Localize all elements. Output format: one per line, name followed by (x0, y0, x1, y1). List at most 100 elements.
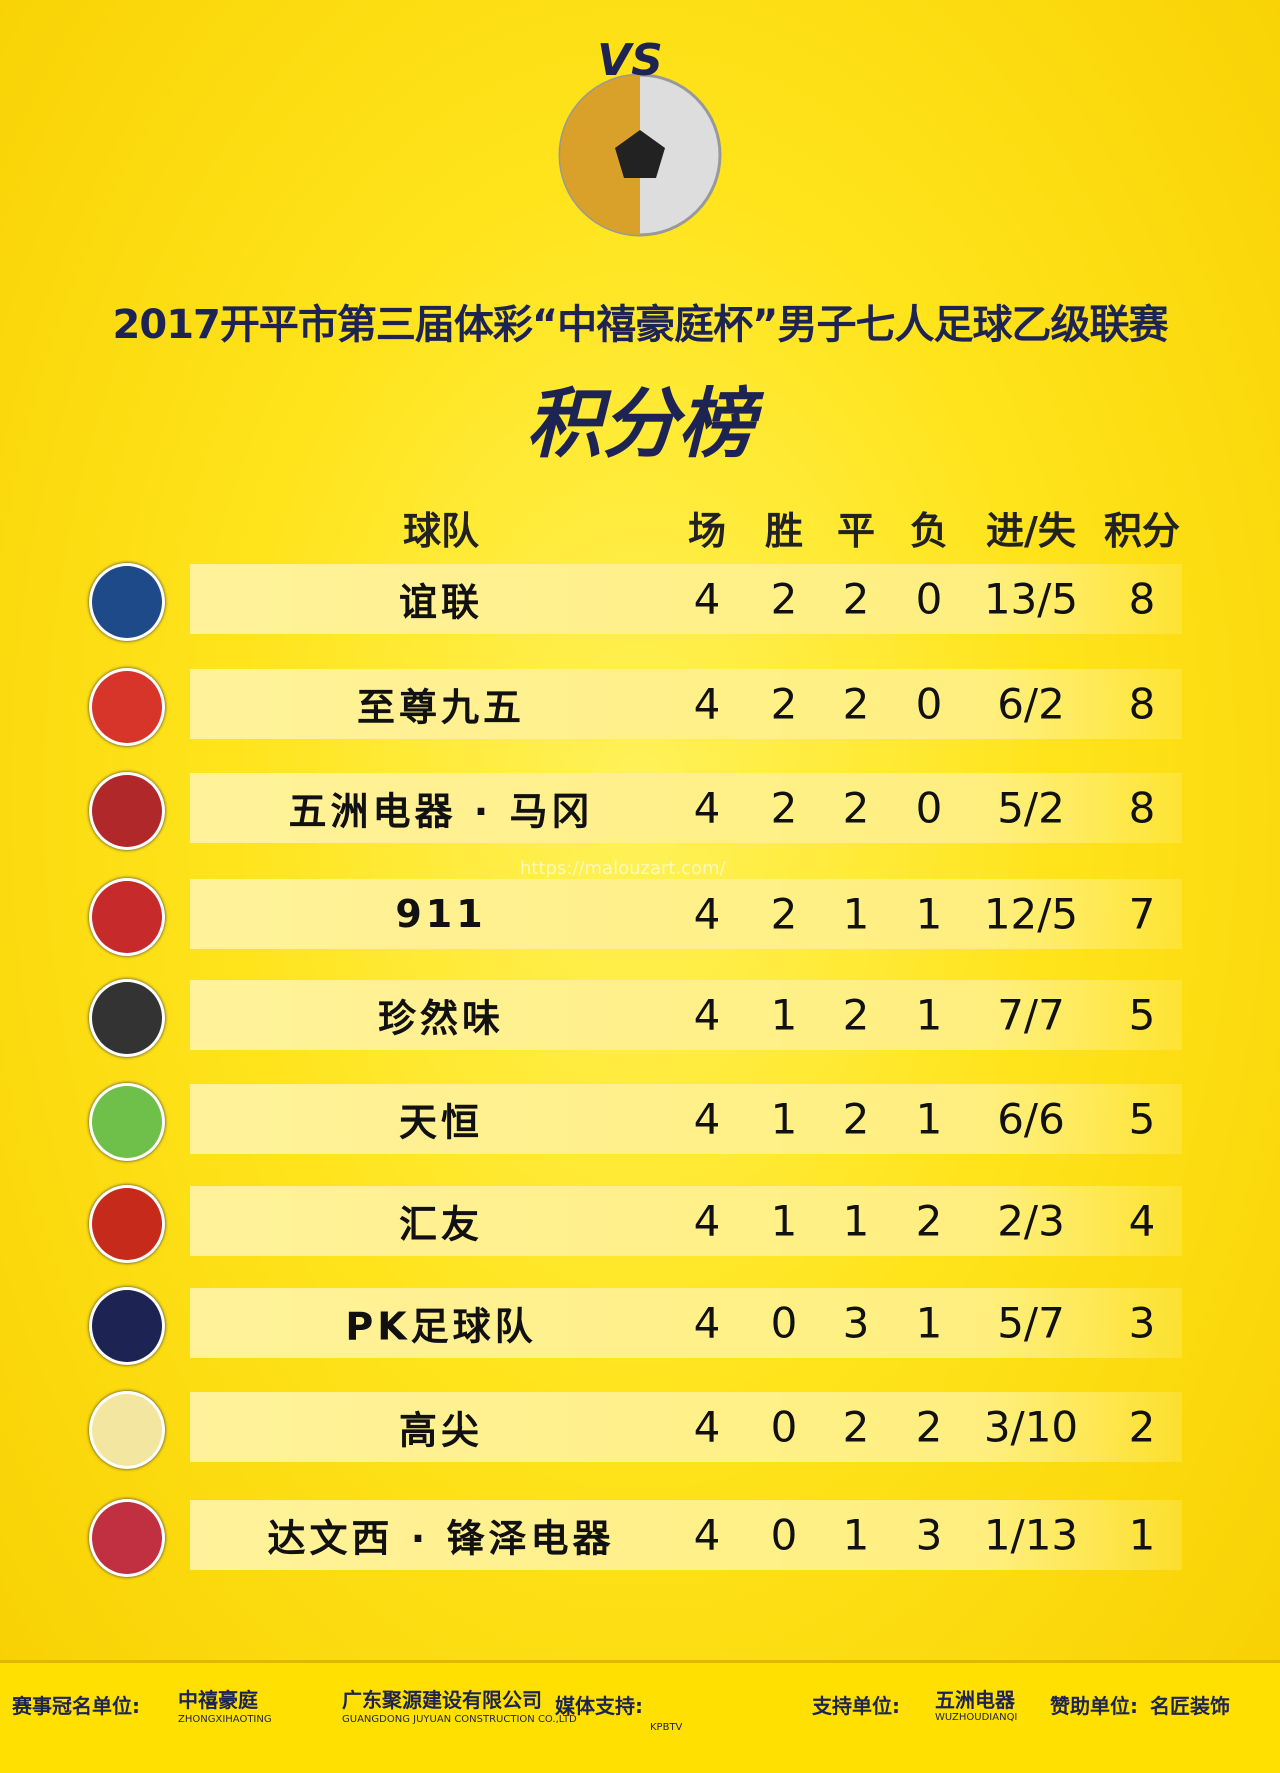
stat: 1 (842, 1510, 870, 1560)
column-header: 球队 (402, 509, 480, 553)
stat: 4 (693, 1402, 721, 1452)
stat: 5/2 (997, 783, 1065, 833)
title: 2017开平市第三届体彩“中禧豪庭杯”男子七人足球乙级联赛 (112, 302, 1169, 348)
stat: 2 (842, 574, 870, 624)
stat: 0 (770, 1298, 798, 1348)
stat: 1 (770, 1094, 798, 1144)
stat: 0 (915, 679, 943, 729)
stat: 4 (1128, 1196, 1156, 1246)
team-logo (89, 1391, 165, 1469)
stat: 5 (1128, 1094, 1156, 1144)
row-bar (190, 1288, 1182, 1358)
column-header: 胜 (764, 509, 804, 553)
sponsor-text: 中禧豪庭 (178, 1688, 258, 1712)
stat: 0 (915, 783, 943, 833)
row-bar (190, 1186, 1182, 1256)
stat: 4 (693, 783, 721, 833)
row-bar (190, 1500, 1182, 1570)
ball-graphic: VS (558, 35, 722, 237)
team-logo (89, 668, 165, 746)
column-header: 进/失 (986, 509, 1076, 553)
stat: 7 (1128, 889, 1156, 939)
sponsor-text: 五洲电器 (935, 1688, 1015, 1712)
stat: 4 (693, 1298, 721, 1348)
sponsor-text: 媒体支持: (555, 1694, 643, 1718)
stat: 3 (842, 1298, 870, 1348)
stat: 7/7 (997, 990, 1065, 1040)
sponsor-text: 支持单位: (812, 1694, 900, 1718)
stat: 4 (693, 889, 721, 939)
stat: 2 (915, 1196, 943, 1246)
team-logo (89, 1185, 165, 1263)
watermark: https://malouzart.com/ (520, 858, 726, 879)
stat: 2 (915, 1402, 943, 1452)
sponsor-text: WUZHOUDIANQI (935, 1712, 1018, 1723)
sponsor-text: 赛事冠名单位: (12, 1694, 140, 1718)
sponsor-text: 赞助单位: (1050, 1694, 1138, 1718)
row-bar (190, 879, 1182, 949)
team-name: PK足球队 (345, 1304, 537, 1349)
stat: 2 (770, 889, 798, 939)
stat: 1 (842, 889, 870, 939)
sponsor-text: ZHONGXIHAOTING (178, 1714, 272, 1725)
row-bar (190, 1084, 1182, 1154)
team-logo (89, 979, 165, 1057)
stat: 2 (770, 783, 798, 833)
column-header: 场 (687, 509, 727, 553)
sponsor-text: KPBTV (650, 1722, 683, 1733)
stat: 2/3 (997, 1196, 1065, 1246)
stat: 0 (915, 574, 943, 624)
sponsor-text: 广东聚源建设有限公司 (342, 1688, 542, 1712)
team-logo (89, 563, 165, 641)
stat: 5 (1128, 990, 1156, 1040)
team-name: 汇友 (398, 1202, 484, 1247)
stat: 4 (693, 1510, 721, 1560)
team-logo (89, 1287, 165, 1365)
stat: 4 (693, 574, 721, 624)
row-bar (190, 669, 1182, 739)
stat: 1 (915, 990, 943, 1040)
team-logo (89, 1499, 165, 1577)
row-bar (190, 564, 1182, 634)
stat: 1 (842, 1196, 870, 1246)
row-bar (190, 773, 1182, 843)
stat: 13/5 (983, 574, 1079, 624)
stat: 2 (1128, 1402, 1156, 1452)
stat: 2 (842, 783, 870, 833)
stat: 1 (1128, 1510, 1156, 1560)
stat: 8 (1128, 574, 1156, 624)
subtitle: 积分榜 (526, 379, 754, 468)
stat: 1 (915, 1094, 943, 1144)
team-name: 至尊九五 (356, 685, 526, 730)
stat: 0 (770, 1402, 798, 1452)
stat: 4 (693, 679, 721, 729)
stat: 4 (693, 1196, 721, 1246)
team-name: 珍然味 (377, 996, 505, 1041)
stat: 4 (693, 1094, 721, 1144)
stat: 2 (842, 679, 870, 729)
stat: 1 (915, 1298, 943, 1348)
team-logo (89, 772, 165, 850)
team-name: 高尖 (398, 1408, 484, 1453)
stat: 2 (842, 990, 870, 1040)
team-name: 911 (395, 892, 487, 936)
stat: 1/13 (983, 1510, 1079, 1560)
stat: 6/6 (997, 1094, 1065, 1144)
stat: 3/10 (983, 1402, 1079, 1452)
row-bar (190, 1392, 1182, 1462)
column-header: 平 (836, 509, 876, 553)
footer (0, 1660, 1280, 1773)
team-name: 达文西 · 锋泽电器 (267, 1516, 615, 1561)
stat: 4 (693, 990, 721, 1040)
stat: 3 (915, 1510, 943, 1560)
team-name: 五洲电器 · 马冈 (288, 789, 594, 834)
vs-badge: VS (597, 35, 663, 86)
team-name: 谊联 (398, 580, 484, 625)
stat: 5/7 (997, 1298, 1065, 1348)
stat: 1 (915, 889, 943, 939)
stat: 6/2 (997, 679, 1065, 729)
stat: 0 (770, 1510, 798, 1560)
stat: 8 (1128, 783, 1156, 833)
row-bar (190, 980, 1182, 1050)
